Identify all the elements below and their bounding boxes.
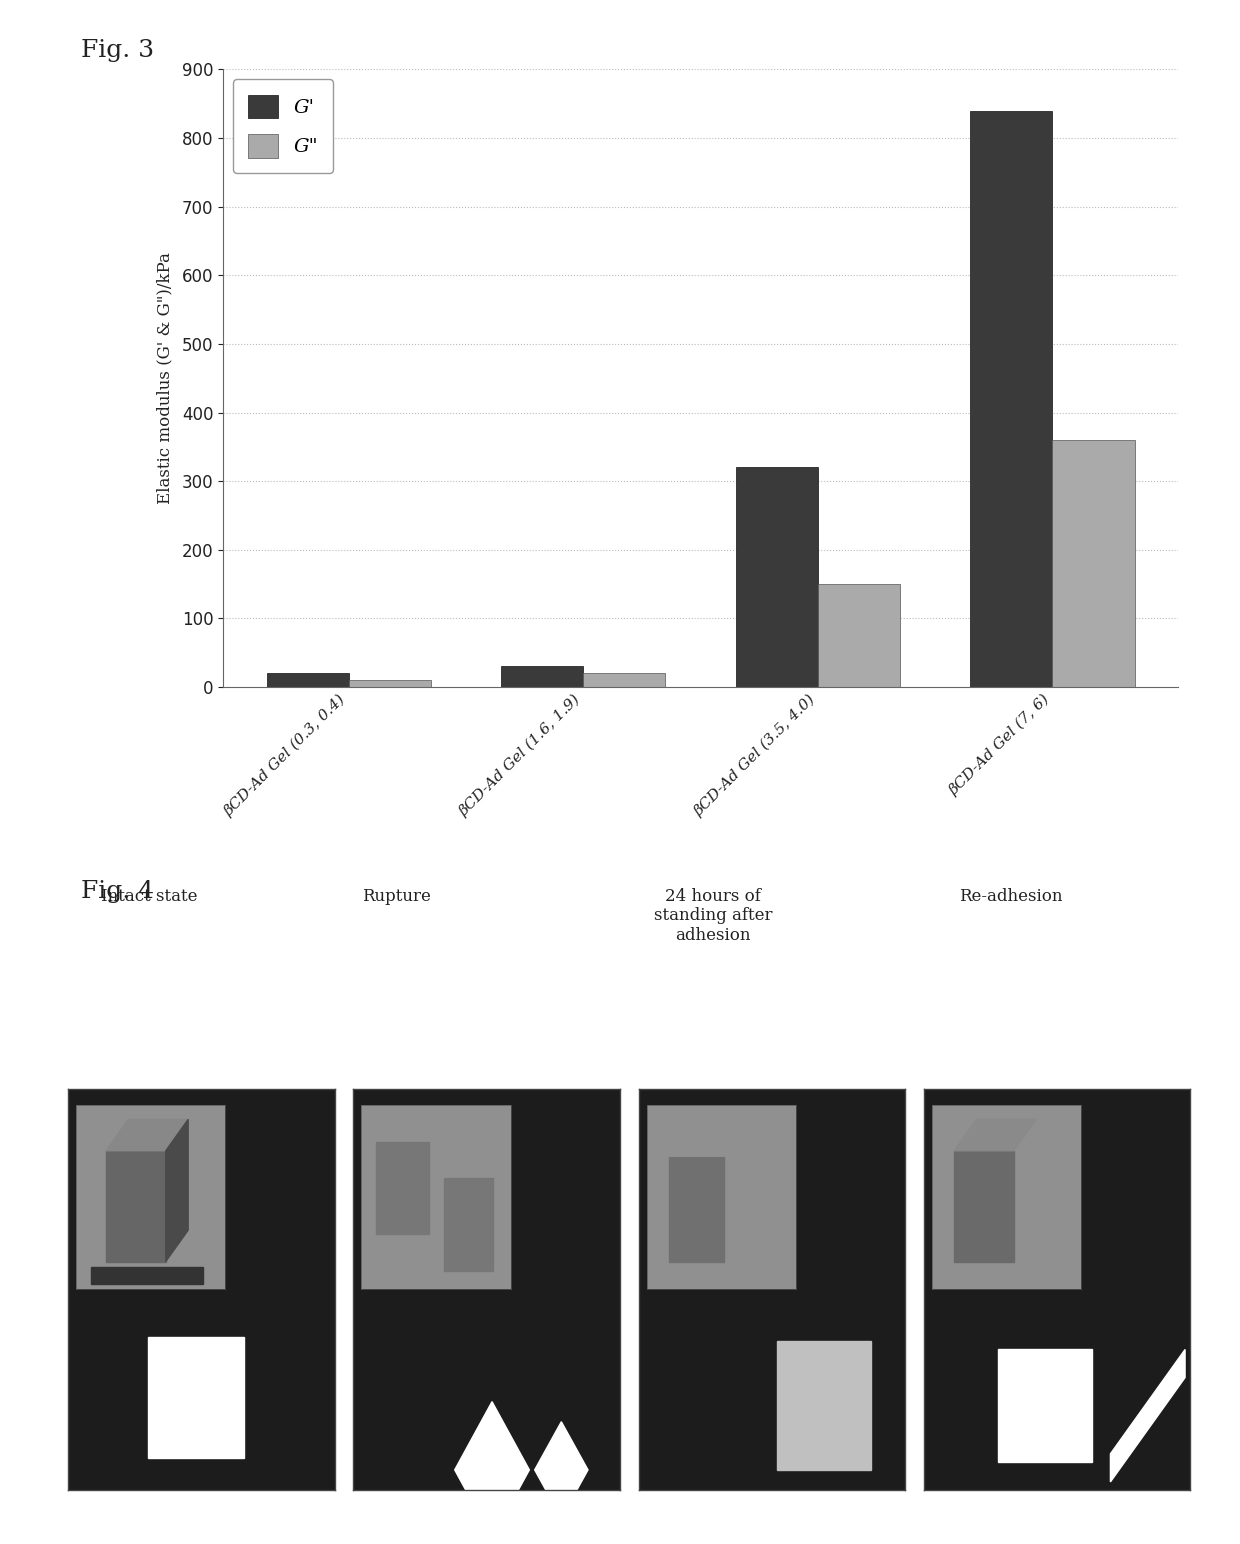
Polygon shape: [455, 1402, 529, 1538]
Bar: [583, 673, 666, 687]
Bar: [501, 667, 583, 687]
Bar: [971, 111, 1053, 687]
Bar: [818, 584, 900, 687]
Legend: G', G": G', G": [233, 79, 334, 173]
Text: Fig. 3: Fig. 3: [81, 39, 154, 62]
Bar: [735, 468, 818, 687]
FancyBboxPatch shape: [149, 1337, 244, 1458]
Bar: [348, 681, 430, 687]
Bar: [1053, 440, 1135, 687]
Text: Fig. 4: Fig. 4: [81, 880, 154, 903]
Text: Rupture: Rupture: [362, 888, 432, 905]
Text: Re-adhesion: Re-adhesion: [959, 888, 1063, 905]
FancyBboxPatch shape: [777, 1342, 870, 1470]
Polygon shape: [1110, 1349, 1185, 1482]
Text: Intact state: Intact state: [100, 888, 197, 905]
FancyBboxPatch shape: [998, 1349, 1091, 1462]
Polygon shape: [534, 1422, 588, 1518]
Bar: [267, 673, 348, 687]
Y-axis label: Elastic modulus (G' & G")/kPa: Elastic modulus (G' & G")/kPa: [156, 252, 174, 505]
Text: 24 hours of
standing after
adhesion: 24 hours of standing after adhesion: [653, 888, 773, 943]
